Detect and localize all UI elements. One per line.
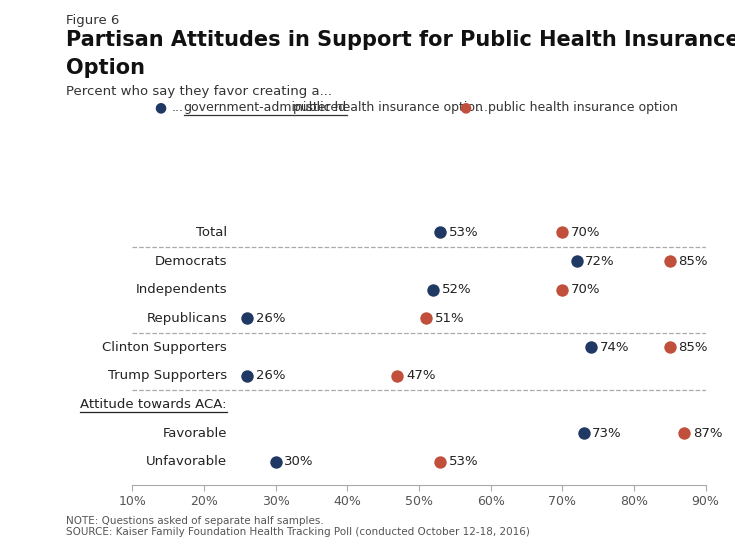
Text: 53%: 53% (449, 456, 478, 468)
Text: Figure 6: Figure 6 (66, 14, 120, 27)
Point (556, 285, 568, 294)
Text: Option: Option (66, 58, 145, 78)
Text: 73%: 73% (592, 426, 622, 440)
Text: 70%: 70% (571, 226, 600, 239)
Text: 26%: 26% (256, 369, 285, 382)
Text: public health insurance option: public health insurance option (289, 101, 483, 114)
Text: Favorable: Favorable (162, 426, 227, 440)
Text: Unfavorable: Unfavorable (146, 456, 227, 468)
Point (434, 228, 446, 237)
Text: 30%: 30% (284, 456, 314, 468)
Text: NOTE: Questions asked of separate half samples.
SOURCE: Kaiser Family Foundation: NOTE: Questions asked of separate half s… (66, 516, 530, 537)
Text: Clinton Supporters: Clinton Supporters (102, 341, 227, 354)
Text: 26%: 26% (256, 312, 285, 325)
Point (664, 257, 675, 266)
Text: ●: ● (154, 100, 166, 115)
Point (585, 343, 597, 352)
Text: 53%: 53% (449, 226, 478, 239)
Text: Democrats: Democrats (154, 255, 227, 268)
Point (678, 429, 690, 437)
Text: 70%: 70% (571, 283, 600, 296)
Text: Partisan Attitudes in Support for Public Health Insurance: Partisan Attitudes in Support for Public… (66, 30, 735, 50)
Text: 72%: 72% (585, 255, 615, 268)
Text: ...public health insurance option: ...public health insurance option (476, 101, 678, 114)
Text: 52%: 52% (442, 283, 472, 296)
Point (570, 257, 582, 266)
Text: 85%: 85% (678, 255, 708, 268)
Point (392, 371, 404, 380)
Text: Percent who say they favor creating a...: Percent who say they favor creating a... (66, 85, 332, 99)
Point (241, 371, 253, 380)
Text: Republicans: Republicans (146, 312, 227, 325)
Point (428, 285, 440, 294)
Text: 85%: 85% (678, 341, 708, 354)
Text: government-administered: government-administered (184, 101, 347, 114)
Text: ●: ● (459, 100, 471, 115)
Text: Independents: Independents (135, 283, 227, 296)
Point (556, 228, 568, 237)
Point (270, 457, 282, 466)
Text: Total: Total (196, 226, 227, 239)
Text: Trump Supporters: Trump Supporters (108, 369, 227, 382)
Point (241, 314, 253, 323)
Text: Attitude towards ACA:: Attitude towards ACA: (80, 398, 227, 411)
Point (420, 314, 432, 323)
Text: 74%: 74% (600, 341, 629, 354)
Text: 47%: 47% (406, 369, 436, 382)
Point (434, 457, 446, 466)
Point (578, 429, 589, 437)
Point (664, 343, 675, 352)
Text: 87%: 87% (692, 426, 723, 440)
Text: 51%: 51% (434, 312, 465, 325)
Text: ...: ... (171, 101, 183, 114)
